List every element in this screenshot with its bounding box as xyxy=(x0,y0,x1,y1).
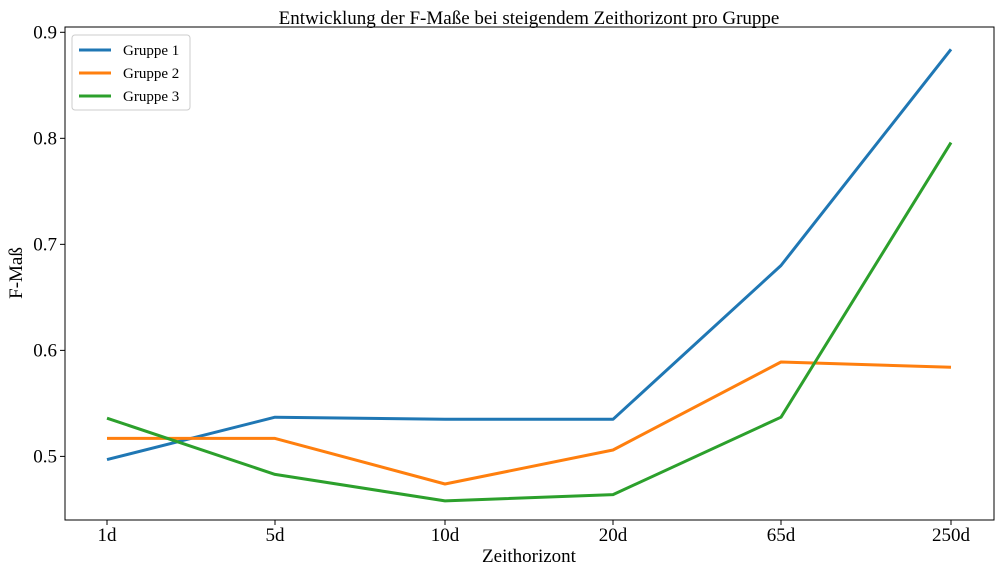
y-axis-label: F-Maß xyxy=(6,247,27,299)
x-tick-label: 250d xyxy=(932,525,971,546)
chart-title: Entwicklung der F-Maße bei steigendem Ze… xyxy=(279,8,780,29)
y-tick-label: 0.8 xyxy=(33,128,57,149)
series-layer xyxy=(106,48,953,503)
legend-label: Gruppe 2 xyxy=(123,66,179,82)
legend: Gruppe 1 Gruppe 2 Gruppe 3 xyxy=(71,34,191,111)
y-axis: 0.5 0.6 0.7 0.8 0.9 xyxy=(33,22,65,467)
x-axis: 1d 5d 10d 20d 65d 250d xyxy=(98,520,971,546)
x-tick-label: 65d xyxy=(767,525,796,546)
y-tick-label: 0.5 xyxy=(33,446,57,467)
x-axis-label: Zeithorizont xyxy=(482,546,577,567)
series-line-gruppe-1 xyxy=(106,48,953,462)
plot-area-frame xyxy=(64,26,995,521)
x-tick-label: 1d xyxy=(98,525,118,546)
series-line-gruppe-2 xyxy=(107,360,952,486)
x-tick-label: 20d xyxy=(599,525,628,546)
x-tick-label: 10d xyxy=(431,525,460,546)
y-tick-label: 0.7 xyxy=(33,234,57,255)
legend-label: Gruppe 1 xyxy=(123,43,179,59)
x-tick-label: 5d xyxy=(266,525,286,546)
legend-label: Gruppe 3 xyxy=(123,89,179,105)
series-line-gruppe-3 xyxy=(106,141,953,503)
y-tick-label: 0.9 xyxy=(33,22,57,43)
legend-frame xyxy=(71,34,191,111)
y-tick-label: 0.6 xyxy=(33,340,57,361)
